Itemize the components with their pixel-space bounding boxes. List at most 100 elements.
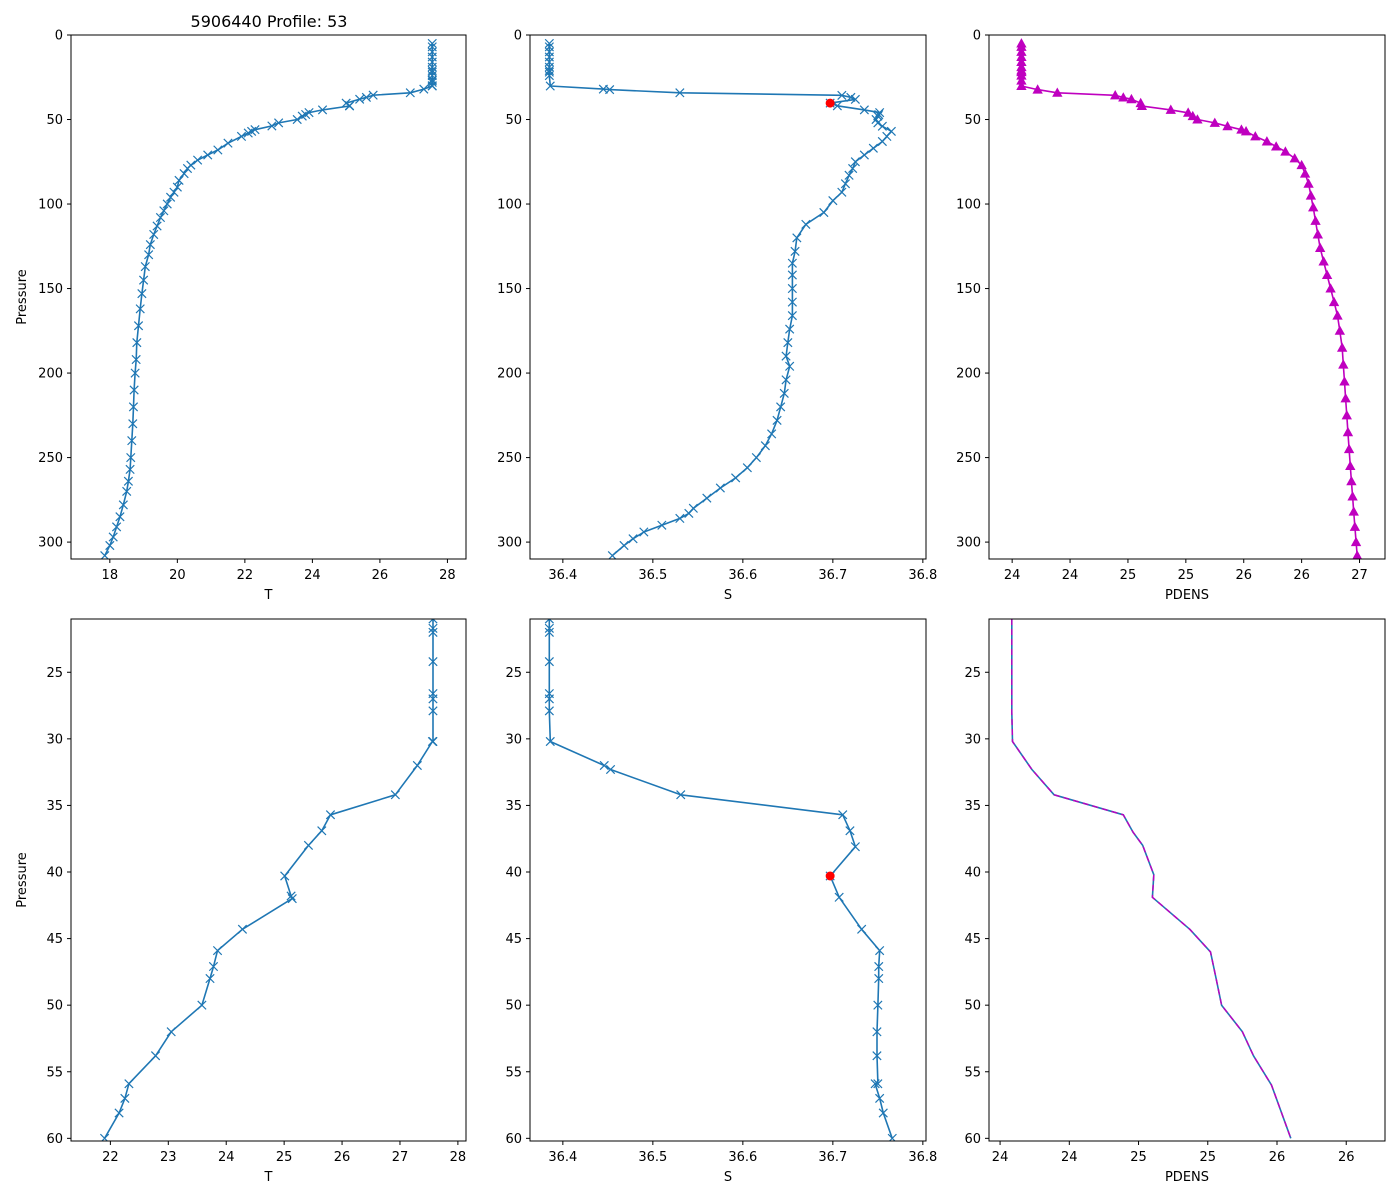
data-point <box>325 810 336 820</box>
series-line-t <box>104 43 434 556</box>
x-tick-label: 25 <box>1178 568 1195 583</box>
data-point <box>1332 310 1343 320</box>
data-point <box>544 70 554 81</box>
y-tick-label: 35 <box>46 799 63 814</box>
data-point <box>123 476 134 486</box>
data-point <box>872 1051 882 1061</box>
subplot-temp_full: 18 20 22 24 26 28 0 50 100 150 200 250 300 T Pressure <box>15 29 467 603</box>
data-point <box>544 67 554 77</box>
data-point <box>781 351 791 361</box>
y-tick-label: 45 <box>46 932 63 947</box>
x-tick-label: 24 <box>218 1150 235 1165</box>
data-point <box>1347 491 1358 501</box>
y-tick-label: 50 <box>46 999 63 1014</box>
data-point <box>428 619 438 624</box>
axes-frame <box>988 618 1386 1142</box>
data-point <box>1289 153 1300 163</box>
y-tick-label: 250 <box>497 451 522 466</box>
plot-area <box>1010 619 1292 1139</box>
data-point <box>751 452 761 463</box>
y-tick-label: 300 <box>956 536 981 551</box>
data-point <box>792 233 802 243</box>
data-point <box>368 90 378 100</box>
data-point <box>390 790 400 800</box>
data-point <box>208 961 219 972</box>
data-point <box>1349 521 1361 531</box>
y-tick-label: 25 <box>505 666 522 681</box>
x-tick-label: 24 <box>992 1150 1009 1165</box>
data-point <box>1126 93 1137 104</box>
data-point <box>361 92 372 102</box>
data-point <box>605 764 616 775</box>
data-point <box>137 288 147 299</box>
data-point <box>1310 215 1321 225</box>
data-point <box>427 81 437 91</box>
y-tick-label: 40 <box>46 866 63 881</box>
y-tick-label: 60 <box>46 1132 63 1147</box>
data-point <box>1339 376 1350 386</box>
data-point <box>243 128 253 138</box>
plot-area <box>99 619 438 1141</box>
y-tick-label: 30 <box>505 732 522 747</box>
data-point <box>124 1079 134 1089</box>
data-point <box>267 121 277 131</box>
y-tick-label: 60 <box>964 1132 981 1147</box>
data-point <box>115 512 125 522</box>
data-point <box>873 1079 883 1089</box>
y-tick-label: 35 <box>964 799 981 814</box>
data-point <box>419 84 429 94</box>
data-point <box>639 527 649 537</box>
y-tick-label: 50 <box>964 999 981 1014</box>
y-tick-label: 100 <box>38 198 63 213</box>
data-point <box>779 388 789 398</box>
data-point <box>837 187 847 197</box>
axes-frame <box>529 34 927 560</box>
data-point <box>1352 550 1363 559</box>
data-point <box>874 961 884 972</box>
data-point <box>118 500 128 510</box>
y-tick-label: 200 <box>38 367 63 382</box>
data-point <box>166 1027 176 1037</box>
y-tick-label: 30 <box>964 732 981 747</box>
x-tick-label: 22 <box>102 1150 119 1165</box>
data-point <box>427 77 437 87</box>
series-line-s <box>548 619 893 1139</box>
data-point <box>155 212 166 223</box>
data-point <box>544 627 554 637</box>
data-point <box>280 871 290 881</box>
data-point <box>850 94 860 105</box>
data-point <box>873 118 883 128</box>
y-tick-label: 0 <box>514 29 522 44</box>
y-tick-label: 150 <box>956 282 981 297</box>
y-tick-label: 250 <box>956 451 981 466</box>
x-tick-label: 24 <box>1062 568 1079 583</box>
data-point <box>877 121 887 131</box>
x-tick-label: 27 <box>1351 568 1368 583</box>
data-point <box>105 540 115 551</box>
y-tick-label: 55 <box>46 1065 63 1080</box>
data-point <box>182 163 193 174</box>
x-tick-label: 36.6 <box>728 1150 757 1165</box>
data-point <box>731 473 741 483</box>
x-tick-label: 25 <box>276 1150 293 1165</box>
x-tick-label: 36.5 <box>638 568 667 583</box>
plot-area <box>544 619 897 1141</box>
y-axis-label: Pressure <box>15 852 30 908</box>
data-point <box>292 114 302 125</box>
data-point <box>159 206 169 216</box>
data-point <box>545 736 555 747</box>
axes-frame <box>70 618 467 1142</box>
data-point <box>428 623 438 633</box>
data-point <box>783 338 793 348</box>
data-point <box>657 520 667 530</box>
data-point <box>776 402 786 412</box>
x-tick-label: 27 <box>392 1150 409 1165</box>
data-point <box>274 118 284 128</box>
data-point <box>128 419 138 429</box>
x-tick-label: 26 <box>1235 568 1252 583</box>
data-point <box>857 924 867 934</box>
highlight-point <box>825 98 835 108</box>
data-point <box>162 199 172 209</box>
data-point <box>878 1108 888 1118</box>
data-point <box>787 270 797 280</box>
